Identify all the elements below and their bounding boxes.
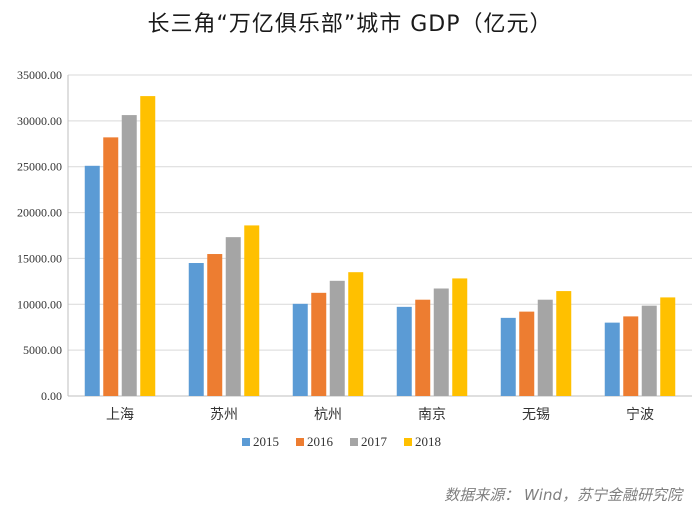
bars bbox=[84, 96, 676, 397]
bar bbox=[500, 317, 516, 396]
y-tick-label: 20000.00 bbox=[17, 206, 62, 220]
bar bbox=[292, 303, 308, 396]
bar bbox=[604, 322, 620, 396]
legend-swatch bbox=[296, 438, 304, 446]
y-tick-label: 25000.00 bbox=[17, 160, 62, 174]
bar bbox=[537, 299, 553, 396]
legend-swatch bbox=[404, 438, 412, 446]
legend-label: 2017 bbox=[361, 434, 388, 449]
bar bbox=[121, 115, 137, 397]
y-tick-label: 35000.00 bbox=[17, 68, 62, 82]
bar bbox=[641, 305, 657, 396]
legend: 2015 2016 2017 2018 bbox=[242, 434, 441, 449]
bar bbox=[556, 291, 572, 396]
x-tick-label: 无锡 bbox=[522, 407, 550, 423]
bar bbox=[452, 278, 468, 396]
tick-labels: 0.00 5000.00 10000.00 15000.00 20000.00 25000… bbox=[17, 68, 654, 423]
bar bbox=[396, 306, 412, 396]
x-tick-label: 杭州 bbox=[314, 407, 342, 423]
bar bbox=[244, 225, 260, 396]
bar bbox=[207, 254, 223, 396]
legend-swatch bbox=[350, 438, 358, 446]
bar bbox=[188, 263, 204, 396]
bar bbox=[329, 280, 345, 396]
y-tick-label: 30000.00 bbox=[17, 114, 62, 128]
axes bbox=[67, 75, 692, 397]
bar bbox=[519, 311, 535, 396]
bar bbox=[433, 288, 449, 396]
legend-swatch bbox=[242, 438, 250, 446]
source-note: 数据来源： Wind，苏宁金融研究院 bbox=[444, 486, 682, 504]
legend-label: 2016 bbox=[307, 434, 334, 449]
bar bbox=[415, 299, 431, 396]
x-tick-label: 上海 bbox=[106, 407, 134, 423]
bar bbox=[660, 297, 676, 396]
bar bbox=[103, 137, 119, 396]
x-tick-label: 南京 bbox=[418, 407, 446, 423]
chart-title: 长三角“万亿俱乐部”城市 GDP（亿元） bbox=[147, 12, 553, 37]
x-tick-label: 苏州 bbox=[210, 407, 238, 423]
bar bbox=[623, 316, 639, 396]
bar bbox=[140, 96, 156, 396]
y-tick-label: 15000.00 bbox=[17, 251, 62, 265]
bar bbox=[84, 165, 100, 396]
y-tick-label: 5000.00 bbox=[23, 343, 62, 357]
gridlines bbox=[68, 74, 692, 351]
legend-label: 2018 bbox=[415, 434, 441, 449]
bar bbox=[348, 272, 364, 396]
y-tick-label: 0.00 bbox=[41, 389, 62, 403]
bar bbox=[311, 292, 327, 396]
bar bbox=[225, 237, 241, 396]
y-tick-label: 10000.00 bbox=[17, 297, 62, 311]
legend-label: 2015 bbox=[253, 434, 279, 449]
x-tick-label: 宁波 bbox=[626, 406, 654, 423]
